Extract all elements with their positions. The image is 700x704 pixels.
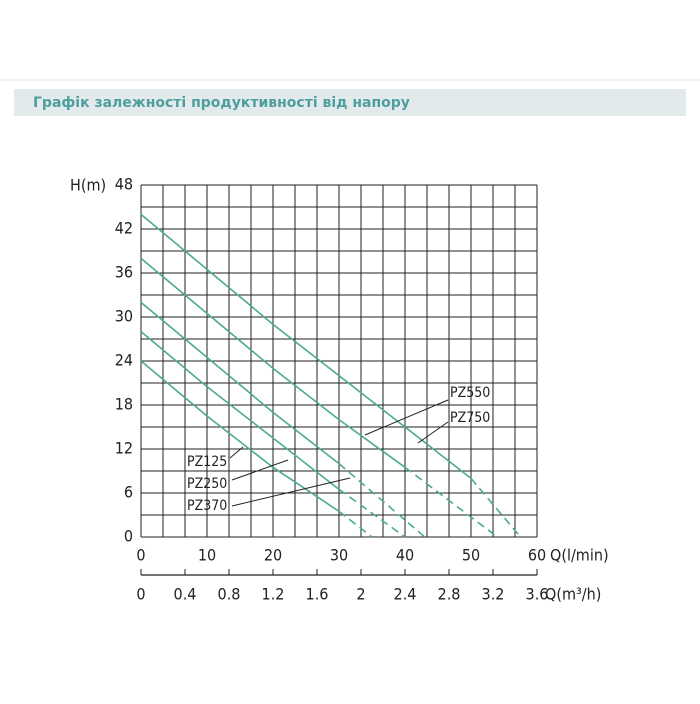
leader-line: [417, 421, 449, 444]
x-tick-label: 30: [330, 546, 348, 565]
series-label: PZ750: [450, 410, 490, 426]
y-tick-label: 24: [115, 351, 133, 370]
curve: [140, 301, 340, 465]
x2-tick-label: 2: [356, 585, 365, 604]
curve-tail: [470, 477, 522, 538]
x-tick-label: 40: [396, 546, 414, 565]
x2-tick-label: 1.2: [262, 585, 285, 604]
series-label: PZ250: [187, 476, 227, 492]
y-tick-label: 42: [115, 219, 133, 238]
x2-axis-label: Q(m³/h): [545, 585, 601, 604]
series-label: PZ370: [187, 498, 227, 514]
x-tick-label: 10: [198, 546, 216, 565]
x-tick-label: 50: [462, 546, 480, 565]
y-tick-label: 12: [115, 439, 133, 458]
curve-tail: [338, 463, 426, 538]
y-axis-label: H(m): [70, 176, 106, 195]
y-tick-label: 30: [115, 307, 133, 326]
x2-tick-label: 3.6: [526, 585, 549, 604]
x-tick-label: 0: [136, 546, 145, 565]
curve: [140, 360, 340, 512]
x2-tick-label: 0.8: [218, 585, 241, 604]
x2-tick-label: 2.4: [394, 585, 417, 604]
curve-tail: [338, 488, 406, 538]
curve: [140, 331, 340, 490]
x-tick-label: 20: [264, 546, 282, 565]
curve: [140, 213, 472, 479]
curve: [140, 257, 406, 468]
title-bar: [14, 89, 686, 116]
series-label: PZ125: [187, 454, 227, 470]
leader-line: [231, 459, 289, 481]
curve-tail: [338, 510, 373, 538]
x-axis-label: Q(l/min): [550, 546, 609, 565]
x2-tick-label: 3.2: [482, 585, 505, 604]
x-tick-label: 60: [528, 546, 546, 565]
x2-tick-label: 1.6: [306, 585, 329, 604]
title: Графік залежності продуктивності від нап…: [33, 95, 410, 111]
leader-line: [364, 399, 449, 436]
x2-tick-label: 2.8: [438, 585, 461, 604]
y-tick-label: 48: [115, 175, 133, 194]
leader-line: [231, 477, 351, 507]
y-tick-label: 36: [115, 263, 133, 282]
y-tick-label: 18: [115, 395, 133, 414]
curve-tail: [404, 466, 498, 538]
y-tick-label: 0: [124, 527, 133, 546]
x2-tick-label: 0: [136, 585, 145, 604]
leader-line: [229, 446, 244, 459]
series-label: PZ550: [450, 385, 490, 401]
x2-tick-label: 0.4: [174, 585, 197, 604]
y-tick-label: 6: [124, 483, 133, 502]
